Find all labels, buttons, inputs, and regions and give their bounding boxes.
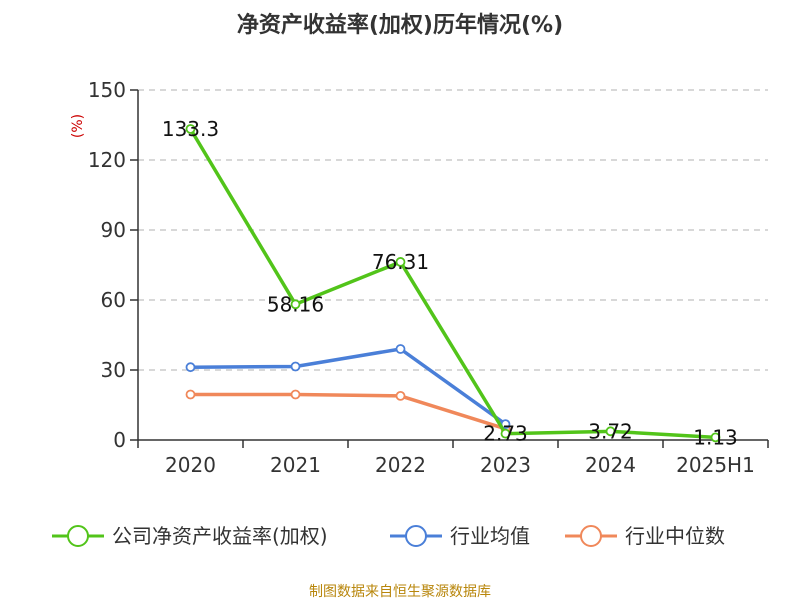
series-line <box>190 347 507 426</box>
data-point <box>185 362 196 373</box>
x-tick-label: 2022 <box>375 453 426 477</box>
data-labels: 133.3 58.16 76.31 2.73 3.72 1.13 <box>162 117 738 449</box>
chart-title: 净资产收益率(加权)历年情况(%) <box>237 12 563 38</box>
series-line <box>190 392 507 431</box>
data-point <box>395 390 406 401</box>
data-label: 2.73 <box>483 422 528 446</box>
data-label: 76.31 <box>372 250 429 274</box>
data-point <box>500 428 511 439</box>
data-label: 3.72 <box>588 419 633 443</box>
x-tick-label: 2025H1 <box>676 453 755 477</box>
data-point <box>395 344 406 354</box>
x-tick-label: 2021 <box>270 453 321 477</box>
legend-label: 行业中位数 <box>625 524 725 548</box>
data-label: 58.16 <box>267 292 324 316</box>
legend-marker <box>580 525 602 547</box>
data-point <box>290 299 301 310</box>
x-tick-label: 2023 <box>480 453 531 477</box>
legend-item: 行业均值 <box>390 524 530 548</box>
data-point <box>290 389 301 400</box>
y-tick-label: 60 <box>101 288 126 312</box>
y-tick-label: 90 <box>101 218 126 242</box>
data-point <box>185 124 196 134</box>
data-label: 1.13 <box>693 425 738 449</box>
legend-label: 公司净资产收益率(加权) <box>112 524 328 548</box>
axes: 0 30 60 90 120 150 2020 2021 2022 2023 2024 2025H1 <box>88 78 769 477</box>
legend: 公司净资产收益率(加权) 行业均值 行业中位数 <box>52 524 725 548</box>
legend-item: 行业中位数 <box>565 524 725 548</box>
y-tick-label: 30 <box>101 358 126 382</box>
y-axis-unit: (%) <box>70 114 86 138</box>
x-tick-label: 2020 <box>165 453 216 477</box>
legend-marker <box>405 525 427 547</box>
data-point <box>395 257 406 267</box>
y-tick-label: 0 <box>113 428 126 452</box>
data-point <box>605 426 616 437</box>
legend-label: 行业均值 <box>450 524 530 548</box>
y-tick-label: 120 <box>88 148 126 172</box>
series-line <box>188 128 716 440</box>
legend-item: 公司净资产收益率(加权) <box>52 524 328 548</box>
grid-lines <box>138 89 768 371</box>
data-point <box>710 432 721 443</box>
y-tick-label: 150 <box>88 78 126 102</box>
footer-source: 制图数据来自恒生聚源数据库 <box>309 584 491 600</box>
legend-marker <box>67 525 89 547</box>
data-point <box>290 361 301 372</box>
data-label: 133.3 <box>162 117 219 141</box>
series-lines <box>185 124 721 443</box>
data-point <box>185 389 196 400</box>
x-tick-label: 2024 <box>585 453 636 477</box>
